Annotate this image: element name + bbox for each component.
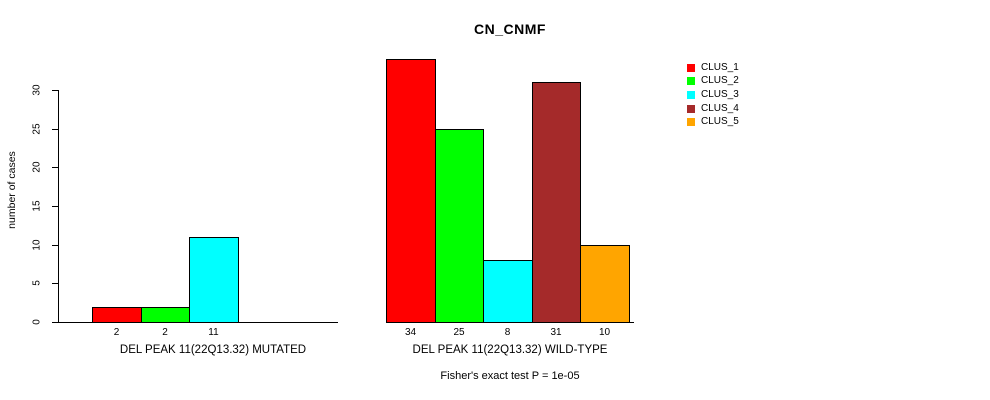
legend-label: CLUS_3 [701, 88, 739, 100]
bar-value-label: 8 [504, 327, 511, 338]
legend-item: CLUS_3 [687, 88, 739, 102]
legend: CLUS_1 CLUS_2 CLUS_3 CLUS_4 CLUS_5 [687, 61, 739, 129]
bar-clus_3 [483, 260, 533, 323]
legend-item: CLUS_5 [687, 115, 739, 129]
bar-clus_1 [92, 307, 142, 323]
bar-value-label: 25 [453, 327, 465, 338]
legend-item: CLUS_4 [687, 102, 739, 116]
y-tick-label: 30 [31, 84, 43, 96]
bar-value-label: 2 [162, 327, 168, 338]
y-tick-label: 0 [31, 319, 43, 325]
y-tick-label: 5 [31, 280, 43, 286]
y-tick-mark [52, 245, 58, 246]
y-tick-mark [52, 129, 58, 130]
bar-clus_2 [141, 307, 190, 323]
bar-value-label: 34 [404, 327, 417, 338]
legend-item: CLUS_1 [687, 61, 739, 75]
y-tick-mark [52, 90, 58, 91]
y-axis-line [58, 90, 59, 323]
y-tick-mark [52, 322, 58, 323]
y-tick-label: 10 [31, 239, 43, 251]
bar-value-label: 11 [208, 327, 219, 338]
legend-label: CLUS_5 [701, 116, 739, 128]
bar-clus_4 [532, 82, 581, 323]
y-axis-title: number of cases [6, 151, 18, 229]
chart-title: CN_CNMF [474, 21, 546, 37]
legend-swatch-icon [687, 77, 695, 86]
y-tick-mark [52, 206, 58, 207]
bar-clus_5 [580, 245, 630, 323]
legend-swatch-icon [687, 90, 695, 99]
legend-swatch-icon [687, 104, 695, 113]
y-tick-label: 20 [31, 161, 43, 173]
bar-clus_2 [435, 129, 484, 323]
bar-clus_1 [386, 59, 436, 323]
bar-value-label: 10 [598, 327, 611, 338]
y-tick-mark [52, 167, 58, 168]
fisher-test-annotation: Fisher's exact test P = 1e-05 [440, 370, 580, 382]
legend-item: CLUS_2 [687, 75, 739, 89]
legend-swatch-icon [687, 63, 695, 72]
y-tick-label: 15 [31, 200, 43, 212]
bar-clus_3 [189, 237, 239, 323]
y-tick-mark [52, 283, 58, 284]
group-label-mutated: DEL PEAK 11(22Q13.32) MUTATED [119, 344, 307, 356]
bar-value-label: 2 [113, 327, 120, 338]
legend-swatch-icon [687, 118, 695, 127]
bar-value-label: 31 [550, 327, 562, 338]
legend-label: CLUS_2 [701, 75, 739, 87]
legend-label: CLUS_1 [701, 61, 739, 73]
legend-label: CLUS_4 [701, 102, 739, 114]
group-label-wildtype: DEL PEAK 11(22Q13.32) WILD-TYPE [412, 344, 608, 356]
y-tick-label: 25 [31, 123, 43, 135]
